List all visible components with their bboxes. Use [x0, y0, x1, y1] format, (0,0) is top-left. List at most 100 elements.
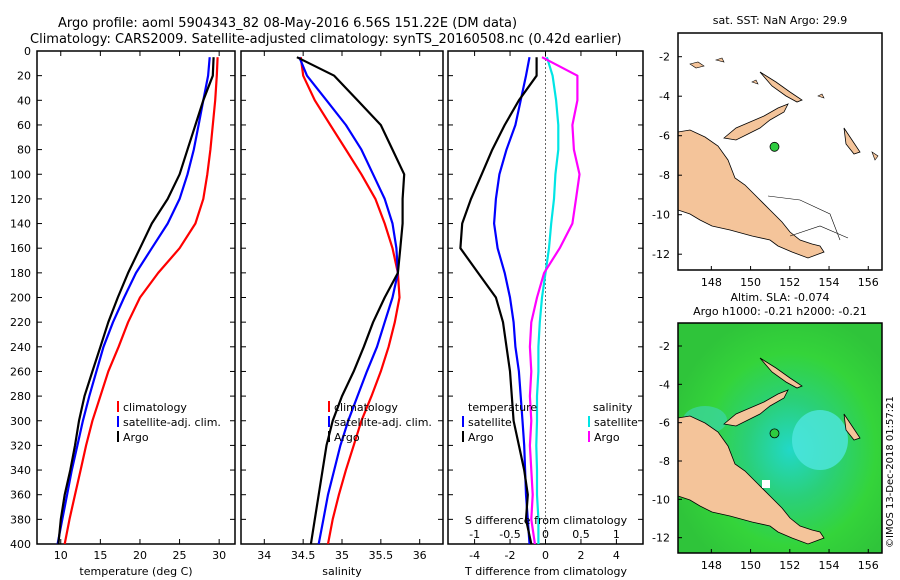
sla-map-new-ireland: [759, 357, 803, 389]
temperature-legend: climatology satellite-adj. clim. Argo: [117, 401, 221, 444]
sla-map-title-2: Argo h1000: -0.21 h2000: -0.21: [693, 305, 867, 318]
sla-map-title-1: Altim. SLA: -0.074: [730, 291, 829, 304]
legend-label-argo: Argo: [123, 431, 149, 444]
sla-map-bougainville: [843, 413, 861, 441]
series-line-temperature-argo: [459, 57, 538, 544]
sla-map-gap: [762, 480, 770, 488]
depth-tick-label: 400: [10, 538, 31, 551]
legend-title-temperature: temperature: [468, 401, 537, 414]
legend-label-satellite: satellite-adj. clim.: [123, 416, 221, 429]
depth-tick-label: 240: [10, 341, 31, 354]
s-diff-tick-label: 1: [613, 528, 620, 541]
sla-map-argo-marker: [769, 428, 780, 439]
map-lat-label: -10: [652, 209, 670, 222]
sst-map-bougainville: [843, 127, 861, 155]
depth-tick-label: 140: [10, 218, 31, 231]
depth-tick-label: 120: [10, 193, 31, 206]
legend-label-s-argo: Argo: [594, 431, 620, 444]
sst-map-argo-marker: [769, 141, 780, 152]
depth-tick-label: 80: [17, 144, 31, 157]
map-lat-label: -2: [659, 340, 670, 353]
difference-xlabel-top: S difference from climatology: [465, 514, 628, 527]
map-lat-label: -6: [659, 417, 670, 430]
x-tick-label: 20: [133, 549, 147, 562]
map-lon-label: 154: [819, 276, 840, 289]
legend-label-s-satellite: satellite: [594, 416, 638, 429]
map-lat-label: -4: [659, 378, 670, 391]
sst-map-ticks: 148 150 152 154 156 -2 -4 -6 -8 -10 -12: [652, 51, 879, 289]
depth-tick-label: 220: [10, 316, 31, 329]
map-lat-label: -8: [659, 455, 670, 468]
map-lon-label: 154: [819, 559, 840, 572]
difference-plot: -4 -2 0 2 4 -1 -0.5 0 0.5 1: [459, 51, 620, 562]
series-group: [296, 56, 406, 544]
map-lon-label: 152: [779, 559, 800, 572]
x-tick-label: -4: [469, 549, 480, 562]
sst-map-new-guinea: [678, 129, 825, 259]
depth-tick-label: 100: [10, 168, 31, 181]
imos-watermark: ©IMOS 13-Dec-2018 01:57:21: [885, 396, 896, 548]
series-line-satellite-adj-clim-: [298, 56, 399, 544]
title-line-2: Climatology: CARS2009. Satellite-adjuste…: [30, 32, 622, 47]
map-lon-label: 152: [779, 276, 800, 289]
series-line-satellite-adj-clim-: [56, 57, 211, 544]
series-line-salinity-satellite: [535, 56, 560, 544]
map-lat-label: -8: [659, 169, 670, 182]
s-diff-tick-label: -0.5: [499, 528, 520, 541]
difference-legend-temperature: temperature satellite Argo: [462, 401, 537, 444]
depth-tick-label: 40: [17, 94, 31, 107]
map-lon-label: 148: [701, 559, 722, 572]
sla-map-eddy: [792, 410, 848, 470]
depth-tick-label: 360: [10, 489, 31, 502]
sla-map-frame: [677, 322, 883, 554]
series-group: [459, 56, 581, 544]
sst-map-contours: [767, 195, 849, 241]
depth-tick-label: 160: [10, 242, 31, 255]
sst-map-new-britain: [723, 103, 789, 141]
s-diff-tick-label: -1: [469, 528, 480, 541]
depth-tick-label: 180: [10, 267, 31, 280]
difference-legend-salinity: salinity satellite Argo: [588, 401, 638, 444]
series-line-argo: [296, 56, 406, 544]
depth-tick-label: 200: [10, 292, 31, 305]
legend-label-t-argo: Argo: [468, 431, 494, 444]
salinity-legend: climatology satellite-adj. clim. Argo: [328, 401, 432, 444]
depth-tick-label: 300: [10, 415, 31, 428]
x-tick-label: 25: [173, 549, 187, 562]
depth-tick-label: 0: [24, 45, 31, 58]
depth-tick-label: 60: [17, 119, 31, 132]
x-tick-label: 36: [413, 549, 427, 562]
series-line-argo: [57, 57, 215, 544]
map-lat-label: -12: [652, 532, 670, 545]
map-lat-label: -10: [652, 493, 670, 506]
legend-label-climatology: climatology: [334, 401, 398, 414]
depth-tick-label: 320: [10, 439, 31, 452]
temperature-panel-frame: [36, 50, 236, 545]
s-diff-tick-label: 0.5: [572, 528, 590, 541]
legend-title-salinity: salinity: [593, 401, 633, 414]
salinity-xlabel: salinity: [322, 565, 362, 578]
x-tick-label: 10: [54, 549, 68, 562]
s-diff-tick-label: 0: [542, 528, 549, 541]
legend-label-t-satellite: satellite: [468, 416, 512, 429]
sla-map: [678, 323, 882, 553]
sla-map-new-guinea: [678, 415, 825, 545]
depth-axis: 0 20 40 60 80 100 120 140 160 180 200 220 240 260 280 3…: [10, 45, 643, 551]
title-line-1: Argo profile: aoml 5904343_82 08-May-201…: [58, 16, 517, 31]
sst-map-title: sat. SST: NaN Argo: 29.9: [713, 14, 847, 27]
series-line-temperature-satellite: [493, 56, 531, 544]
x-tick-label: 35: [335, 549, 349, 562]
depth-tick-label: 380: [10, 513, 31, 526]
x-tick-label: 0: [542, 549, 549, 562]
sla-map-new-britain: [723, 389, 789, 427]
x-tick-label: -2: [505, 549, 516, 562]
salinity-plot: 34 34.5 35 35.5 36: [257, 51, 427, 562]
legend-label-argo: Argo: [334, 431, 360, 444]
map-lat-label: -4: [659, 90, 670, 103]
x-tick-label: 30: [212, 549, 226, 562]
depth-tick-label: 260: [10, 365, 31, 378]
depth-tick-label: 20: [17, 70, 31, 83]
x-tick-label: 34: [257, 549, 271, 562]
temperature-plot: 10 15 20 25 30: [54, 51, 226, 562]
